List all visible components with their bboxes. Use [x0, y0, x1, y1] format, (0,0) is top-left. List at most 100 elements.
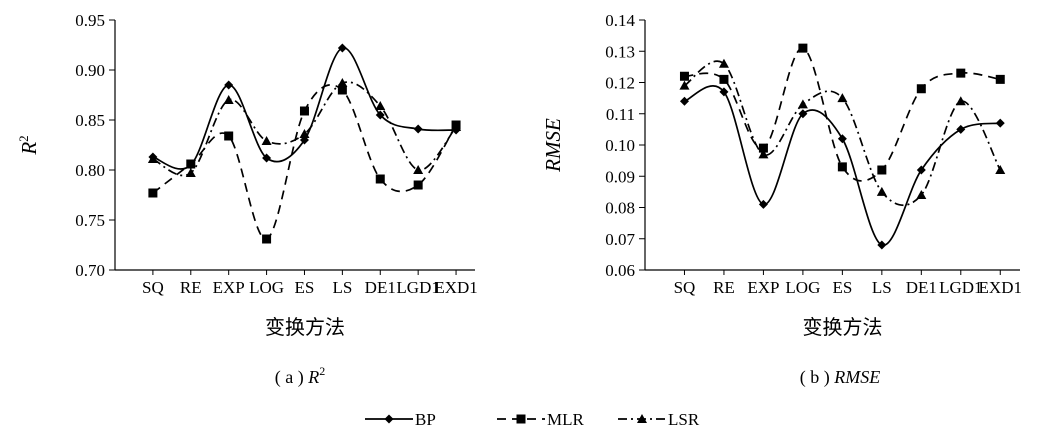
x-tick-label-exp: EXP: [213, 278, 245, 297]
series-line-mlr: [684, 47, 1001, 182]
legend-label-mlr: MLR: [547, 410, 585, 429]
x-tick-label-lgd1: LGD1: [396, 278, 439, 297]
x-tick-label-exd1: EXD1: [434, 278, 477, 297]
data-point-lsr: [451, 122, 462, 131]
y-tick-label: 0.10: [605, 136, 635, 155]
series-lsr: [147, 78, 462, 177]
data-point-bp: [956, 124, 966, 134]
data-point-bp: [837, 134, 847, 144]
x-tick-label-log: LOG: [785, 278, 820, 297]
data-point-mlr: [148, 188, 158, 198]
data-point-lsr: [916, 190, 927, 199]
x-tick-label-ls: LS: [332, 278, 352, 297]
legend-label-bp: BP: [415, 410, 436, 429]
data-point-mlr: [956, 68, 966, 78]
x-axis-title: 变换方法: [803, 315, 883, 339]
x-axis-title: 变换方法: [265, 315, 345, 339]
data-point-bp: [413, 124, 423, 134]
chart-panel-r2: 0.70 0.75 0.80 0.85 0.90 0.95 SQ RE EXP LOG ES LS DE…: [16, 11, 478, 388]
x-tick-label-exp: EXP: [747, 278, 779, 297]
data-point-lsr: [185, 168, 196, 177]
data-point-mlr: [837, 162, 847, 172]
y-tick-label: 0.14: [605, 11, 635, 30]
legend-item-mlr: MLR: [497, 410, 585, 429]
y-axis-title: RMSE: [541, 118, 565, 173]
y-axis-title-text: R: [17, 142, 41, 156]
data-point-bp: [679, 96, 689, 106]
data-point-mlr: [299, 106, 309, 116]
chart-panel-rmse: 0.06 0.07 0.08 0.09 0.10 0.11 0.12 0.13 0.14 SQ RE…: [541, 11, 1022, 388]
legend-item-bp: BP: [365, 410, 436, 429]
data-point-mlr: [758, 143, 768, 153]
y-tick-label: 0.07: [605, 230, 635, 249]
data-point-mlr: [916, 84, 926, 94]
series-mlr: [148, 84, 461, 244]
data-point-lsr: [837, 93, 848, 103]
legend-marker-mlr: [516, 414, 526, 424]
data-point-mlr: [719, 74, 729, 84]
data-point-lsr: [223, 95, 234, 104]
legend-label-lsr: LSR: [668, 410, 700, 429]
x-tick-label-de1: DE1: [365, 278, 396, 297]
data-point-lsr: [995, 165, 1006, 174]
series-mlr: [679, 43, 1005, 182]
data-point-lsr: [413, 165, 424, 174]
data-point-mlr: [798, 43, 808, 53]
series-line-lsr: [152, 81, 457, 177]
data-point-lsr: [261, 136, 272, 145]
x-tick-label-sq: SQ: [674, 278, 696, 297]
data-point-bp: [337, 43, 347, 53]
x-tick-label-exd1: EXD1: [979, 278, 1022, 297]
y-tick-label: 0.85: [75, 111, 105, 130]
series-line-lsr: [683, 60, 1002, 207]
data-point-lsr: [797, 99, 808, 109]
y-axis-title-text: RMSE: [541, 118, 565, 173]
x-tick-label-sq: SQ: [142, 278, 164, 297]
data-point-mlr: [375, 174, 385, 184]
x-tick-label-de1: DE1: [906, 278, 937, 297]
series-lsr: [679, 58, 1006, 207]
data-point-bp: [375, 110, 385, 120]
data-point-lsr: [718, 58, 729, 68]
x-tick-label-es: ES: [832, 278, 852, 297]
data-point-lsr: [299, 129, 310, 138]
panel-caption-variable: RMSE: [833, 367, 880, 387]
panel-caption-prefix: ( a ): [275, 367, 308, 388]
x-tick-label-re: RE: [713, 278, 735, 297]
y-tick-label: 0.90: [75, 61, 105, 80]
data-point-lsr: [876, 186, 887, 196]
data-point-mlr: [224, 131, 234, 141]
data-point-lsr: [679, 80, 690, 90]
data-point-bp: [798, 109, 808, 119]
data-point-mlr: [679, 71, 689, 81]
panel-caption-superscript: 2: [319, 364, 325, 378]
y-tick-label: 0.09: [605, 167, 635, 186]
data-point-lsr: [337, 78, 348, 87]
data-point-lsr: [758, 149, 769, 159]
panel-caption: ( b ) RMSE: [800, 367, 880, 388]
panel-caption-variable: R: [307, 367, 319, 387]
panel-caption-prefix: ( b ): [800, 367, 835, 388]
data-point-mlr: [995, 74, 1005, 84]
data-point-bp: [719, 87, 729, 97]
x-tick-label-re: RE: [180, 278, 202, 297]
data-point-bp: [224, 80, 234, 90]
y-tick-label: 0.75: [75, 211, 105, 230]
x-tick-label-es: ES: [295, 278, 315, 297]
data-point-mlr: [413, 180, 423, 190]
y-tick-label: 0.11: [606, 105, 635, 124]
data-point-mlr: [877, 165, 887, 175]
data-point-lsr: [375, 101, 386, 110]
y-tick-label: 0.80: [75, 161, 105, 180]
data-point-mlr: [337, 85, 347, 95]
x-tick-label-log: LOG: [249, 278, 284, 297]
y-tick-label: 0.13: [605, 42, 635, 61]
series-line-mlr: [152, 84, 457, 240]
y-axis-title: R2: [16, 135, 41, 155]
x-tick-label-lgd1: LGD1: [939, 278, 982, 297]
panel-caption: ( a ) R2: [275, 364, 325, 388]
x-tick-label-ls: LS: [872, 278, 892, 297]
data-point-bp: [262, 153, 272, 163]
data-point-mlr: [186, 159, 196, 169]
